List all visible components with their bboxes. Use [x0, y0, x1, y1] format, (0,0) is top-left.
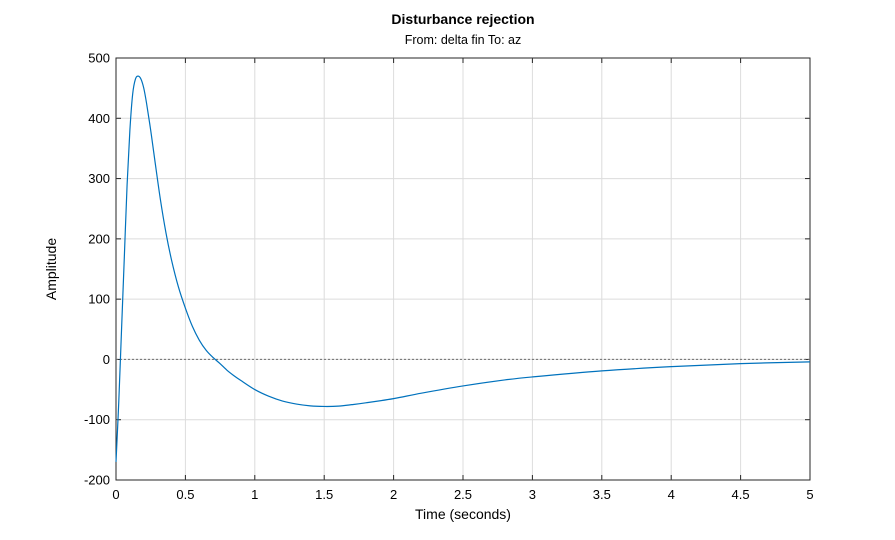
x-tick-label: 1.5: [315, 487, 333, 502]
x-tick-label: 5: [806, 487, 813, 502]
series-layer: [115, 75, 811, 462]
x-tick-label: 1: [251, 487, 258, 502]
x-axis-ticks: 0 0.5 1 1.5 2 2.5 3 3.5 4 4.5 5: [112, 58, 814, 502]
y-tick-label: -100: [84, 412, 110, 427]
x-tick-label: 4: [668, 487, 675, 502]
series-line: [115, 75, 811, 462]
x-tick-label: 0: [112, 487, 119, 502]
y-axis-label: Amplitude: [43, 238, 59, 300]
y-tick-label: 0: [103, 352, 110, 367]
y-tick-label: 100: [88, 292, 110, 307]
grid: [116, 58, 810, 480]
x-tick-label: 3.5: [593, 487, 611, 502]
chart-subtitle: From: delta fin To: az: [405, 33, 522, 47]
chart-title: Disturbance rejection: [391, 11, 534, 27]
y-tick-label: 400: [88, 111, 110, 126]
x-tick-label: 2: [390, 487, 397, 502]
x-tick-label: 2.5: [454, 487, 472, 502]
y-tick-label: 500: [88, 51, 110, 66]
y-tick-label: -200: [84, 473, 110, 488]
x-axis-label: Time (seconds): [415, 506, 511, 522]
x-tick-label: 4.5: [732, 487, 750, 502]
x-tick-label: 0.5: [176, 487, 194, 502]
y-axis-ticks: -200 -100 0 100 200 300 400 500: [84, 51, 810, 488]
x-tick-label: 3: [529, 487, 536, 502]
y-tick-label: 200: [88, 231, 110, 246]
y-tick-label: 300: [88, 171, 110, 186]
